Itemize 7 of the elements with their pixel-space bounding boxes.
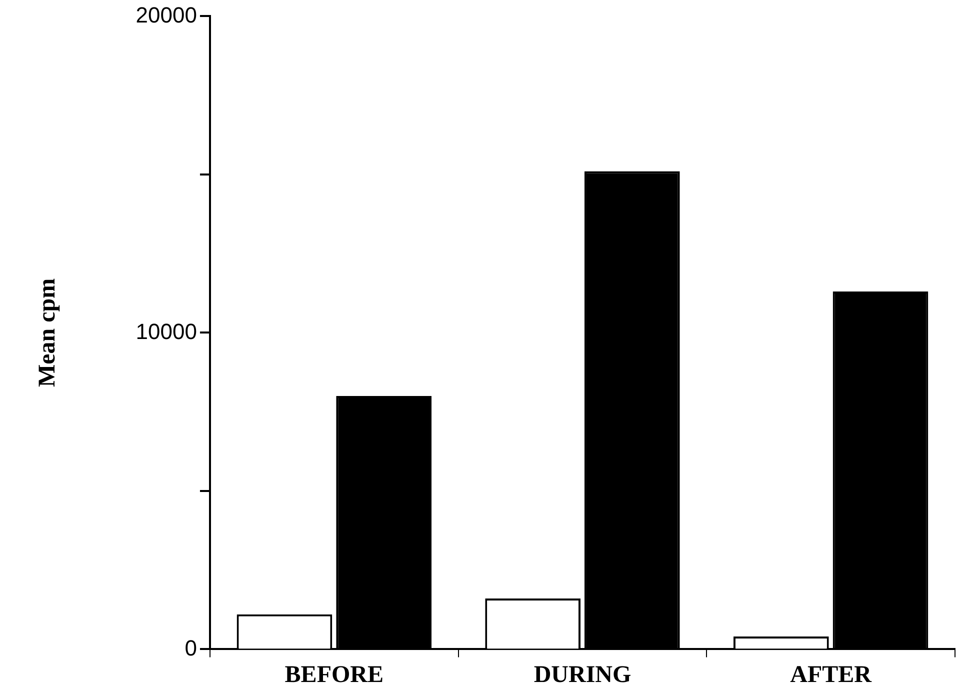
y-tick-label: 10000 [136, 318, 197, 344]
x-tick-label: BEFORE [284, 662, 384, 688]
x-tick-label: DURING [534, 662, 632, 688]
y-tick-label: 20000 [136, 2, 197, 28]
x-tick-label: AFTER [790, 662, 872, 688]
y-tick-label: 0 [184, 635, 197, 660]
y-axis-title: Mean cpm [34, 278, 61, 388]
